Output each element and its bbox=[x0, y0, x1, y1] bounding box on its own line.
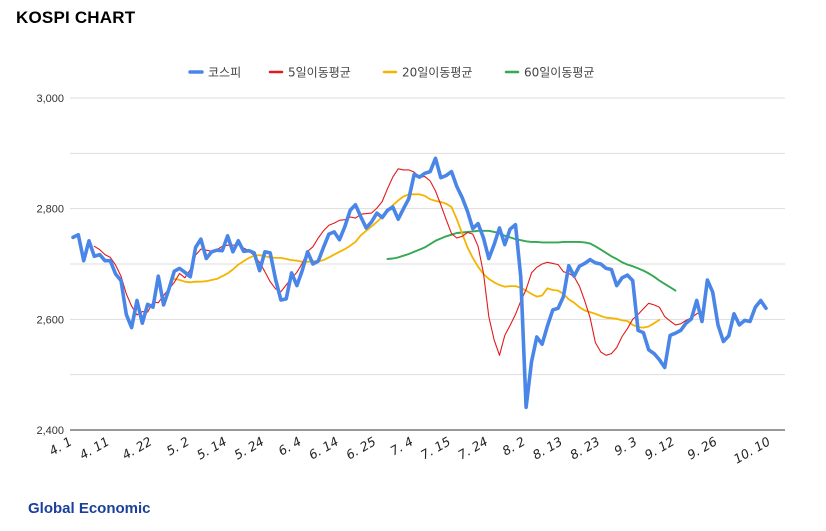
x-axis: 4. 1 4. 11 4. 22 5. 2 5. 14 5. 24 6. 4 6. 14 6. … bbox=[46, 434, 773, 467]
x-tick-label: 6. 4 bbox=[276, 434, 304, 459]
legend-label: 60일이동평균 bbox=[524, 66, 594, 80]
y-tick-label: 2,400 bbox=[36, 425, 64, 437]
y-tick-label: 2,600 bbox=[36, 314, 64, 326]
chart-grid bbox=[70, 97, 785, 431]
chart-title: KOSPI CHART bbox=[16, 8, 136, 27]
x-tick-label: 7. 15 bbox=[418, 434, 453, 463]
x-tick-label: 7. 24 bbox=[455, 434, 490, 463]
legend-label: 5일이동평균 bbox=[288, 66, 351, 80]
x-tick-label: 9. 26 bbox=[684, 434, 719, 463]
x-tick-label: 5. 24 bbox=[231, 434, 266, 463]
y-tick-label: 2,800 bbox=[36, 204, 64, 216]
x-tick-label: 6. 25 bbox=[343, 434, 378, 463]
x-tick-label: 8. 23 bbox=[567, 434, 602, 463]
x-tick-label: 9. 3 bbox=[611, 434, 639, 459]
legend-label: 20일이동평균 bbox=[402, 66, 472, 80]
x-tick-label: 4. 1 bbox=[46, 434, 74, 459]
y-axis: 2,400 2,600 2,800 3,000 bbox=[36, 93, 64, 437]
series-line bbox=[386, 229, 677, 292]
series-line bbox=[93, 168, 703, 356]
series-line bbox=[71, 156, 768, 410]
x-tick-label: 5. 2 bbox=[164, 434, 192, 459]
x-tick-label: 4. 22 bbox=[119, 434, 154, 463]
x-tick-label: 9. 12 bbox=[642, 434, 677, 463]
x-tick-label: 6. 14 bbox=[306, 434, 341, 463]
x-tick-label: 10. 10 bbox=[731, 434, 773, 467]
x-tick-label: 5. 14 bbox=[194, 434, 229, 463]
x-tick-label: 8. 2 bbox=[499, 434, 527, 459]
legend-label: 코스피 bbox=[208, 66, 241, 80]
brand-label: Global Economic bbox=[28, 500, 151, 517]
x-tick-label: 8. 13 bbox=[530, 434, 565, 463]
x-tick-label: 7. 4 bbox=[388, 434, 416, 459]
y-tick-label: 3,000 bbox=[36, 93, 64, 105]
chart-legend: 코스피 5일이동평균 20일이동평균 60일이동평균 bbox=[188, 66, 594, 80]
series-layer bbox=[71, 156, 768, 410]
x-tick-label: 4. 11 bbox=[77, 434, 112, 463]
